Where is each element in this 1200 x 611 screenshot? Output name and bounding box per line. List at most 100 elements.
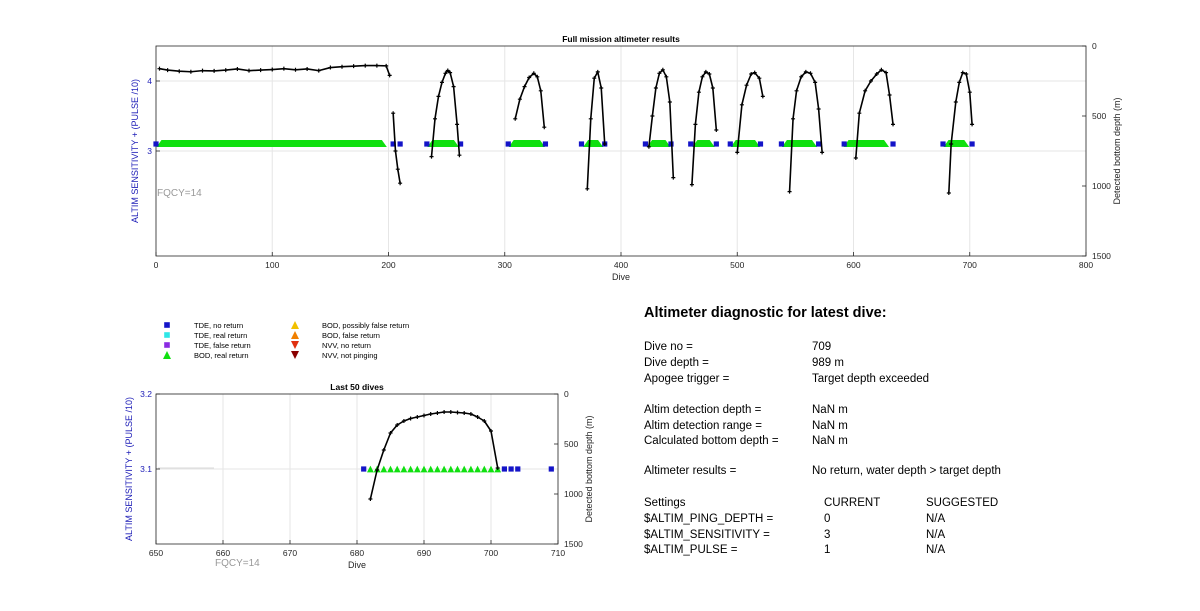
dive-depth-label: Dive depth =: [644, 357, 709, 369]
ping-depth-label: $ALTIM_PING_DEPTH =: [644, 513, 774, 525]
depth-series-line: [788, 71, 823, 192]
depth-point: [735, 150, 740, 155]
y-right-tick-label: 0: [1092, 41, 1097, 51]
depth-series-line: [691, 71, 718, 185]
x-tick-label: 100: [265, 260, 279, 270]
depth-point: [953, 100, 958, 104]
depth-point: [398, 181, 403, 186]
depth-point: [946, 191, 951, 195]
bod-real-return-marker: [400, 465, 408, 473]
depth-point: [429, 154, 434, 159]
x-tick-label: 0: [154, 260, 159, 270]
legend-square-marker: [164, 322, 170, 328]
depth-point: [340, 64, 344, 69]
depth-point: [857, 111, 862, 116]
legend-triangle-up-marker: [163, 351, 171, 359]
tde-no-return-marker: [727, 141, 733, 147]
fqcy-annotation: FQCY=14: [215, 558, 260, 569]
y-right-tick-label: 500: [1092, 111, 1106, 121]
fqcy-annotation: FQCY=14: [157, 188, 202, 199]
tde-no-return-marker: [841, 141, 847, 147]
depth-point: [542, 125, 547, 130]
depth-point: [757, 76, 762, 81]
diagnostic-title: Altimeter diagnostic for latest dive:: [644, 305, 887, 321]
depth-point: [970, 122, 975, 127]
detect-depth-label: Altim detection depth =: [644, 404, 762, 416]
full-mission-plot: 0 100 200 300 400 500 600 700 800 3 4 0 500 1000 1500 F…: [130, 34, 1122, 282]
depth-point: [270, 67, 275, 72]
depth-point: [305, 66, 310, 71]
legend-label: TDE, real return: [194, 331, 247, 340]
ping-depth-current: 0: [824, 513, 831, 525]
depth-point: [696, 90, 701, 95]
y-right-axis-label: Detected bottom depth (m): [584, 415, 594, 522]
depth-point: [689, 182, 694, 187]
tde-no-return-marker: [969, 141, 975, 147]
depth-point: [527, 75, 532, 80]
depth-point: [703, 69, 708, 74]
depth-point: [247, 68, 251, 73]
depth-point: [482, 419, 487, 423]
tde-no-return-marker: [688, 141, 694, 147]
depth-point: [443, 71, 448, 76]
depth-point: [177, 69, 182, 74]
depth-point: [384, 63, 389, 68]
depth-point: [200, 68, 205, 73]
depth-point: [468, 412, 473, 416]
tde-no-return-marker: [642, 141, 649, 147]
depth-point: [388, 431, 393, 435]
last-50-dives-plot: 650 660 670 680 690 700 710 3.1 3.2 0 500 1000 1500 L…: [124, 382, 594, 570]
detect-range-label: Altim detection range =: [644, 420, 762, 432]
x-tick-label: 700: [484, 548, 498, 558]
depth-point: [433, 116, 437, 121]
y-right-tick-label: 0: [564, 389, 569, 399]
y-right-axis-label: Detected bottom depth (m): [1112, 97, 1122, 204]
legend-triangle-down-marker: [291, 351, 299, 359]
depth-point: [957, 80, 962, 85]
bod-real-return-marker: [454, 465, 461, 473]
depth-point: [401, 419, 406, 423]
depth-point: [803, 69, 808, 74]
bod-real-return-marker: [692, 140, 715, 147]
legend-triangle-up-marker: [291, 331, 299, 339]
depth-point: [475, 415, 480, 419]
depth-point: [879, 67, 884, 72]
x-tick-label: 670: [283, 548, 297, 558]
pulse-suggested: N/A: [926, 544, 946, 556]
depth-point: [760, 94, 765, 99]
depth-point: [967, 90, 972, 95]
depth-point: [522, 84, 527, 89]
legend-label: BOD, false return: [322, 331, 380, 340]
bod-real-return-marker: [156, 140, 387, 147]
depth-point: [816, 107, 821, 111]
bod-real-return-marker: [474, 465, 481, 473]
depth-point: [887, 93, 892, 97]
depth-point: [415, 415, 420, 419]
tde-no-return-marker: [940, 141, 946, 147]
bod-real-return-marker: [781, 140, 817, 147]
bod-real-return-marker: [440, 465, 448, 473]
calc-depth-value: NaN m: [812, 435, 848, 447]
depth-point: [739, 102, 744, 107]
depth-point: [714, 128, 719, 132]
depth-point: [455, 410, 460, 415]
depth-point: [664, 74, 669, 79]
tde-no-return-marker: [457, 141, 464, 147]
depth-point: [657, 71, 662, 76]
bod-real-return-marker: [730, 140, 761, 147]
y-right-tick-label: 1000: [564, 489, 583, 499]
x-axis-label: Dive: [348, 560, 366, 570]
depth-point: [671, 175, 676, 180]
depth-point: [316, 68, 321, 73]
bod-real-return-marker: [943, 140, 970, 147]
depth-point: [408, 416, 413, 421]
tde-no-return-marker: [778, 141, 785, 147]
bod-real-return-marker: [843, 140, 890, 147]
tde-no-return-marker: [816, 141, 822, 147]
depth-point: [964, 72, 969, 76]
bod-real-return-marker: [434, 465, 441, 473]
depth-point: [749, 72, 754, 76]
legend-label: BOD, possibly false return: [322, 321, 409, 330]
depth-point: [462, 411, 467, 415]
